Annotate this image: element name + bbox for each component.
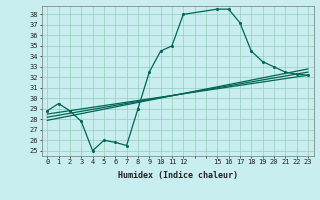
X-axis label: Humidex (Indice chaleur): Humidex (Indice chaleur): [118, 171, 237, 180]
